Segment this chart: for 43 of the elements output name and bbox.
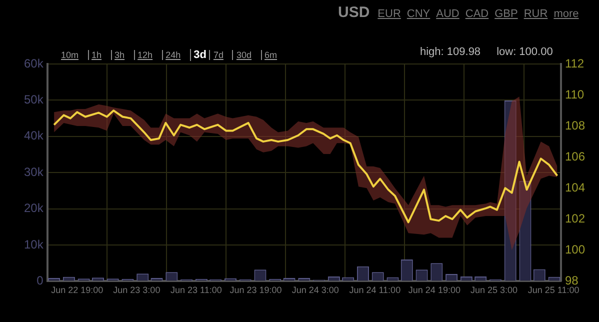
y2-tick-label: 108 [564,118,586,132]
text: more [554,8,579,20]
text: CNY [406,8,430,20]
text: RUR [524,8,548,20]
y2-tick-label: 104 [564,180,586,194]
x-tick-label: Jun 23 11:00 [170,285,222,296]
text: low: 100.00 [496,46,553,58]
text: 24h [162,50,184,60]
y-tick-label: 60k [24,56,44,70]
text: GBP [494,8,518,20]
text: 3d [190,49,210,61]
y2-tick-label: 100 [564,242,586,256]
text: 6m [260,50,280,60]
x-tick-label: Jun 24 11:00 [349,285,401,296]
x-tick-label: Jun 24 3:00 [292,285,339,296]
y-tick-label: 30k [24,164,44,179]
text: CAD [465,8,489,20]
text: 7d [209,50,226,60]
x-tick-label: Jun 23 19:00 [230,285,282,296]
text: 3h [110,50,128,60]
text: 12h [134,50,156,60]
text: 1h [88,50,105,60]
x-tick-label: Jun 22 19:00 [51,285,104,296]
y-tick-label: 0 [36,274,44,288]
y-tick-label: 20k [24,201,44,216]
text: USD [338,4,370,21]
y-tick-label: 40k [24,128,44,143]
x-tick-label: Jun 25 3:00 [470,285,518,296]
text: 10m [60,50,80,60]
x-tick-label: Jun 25 11:00 [528,285,580,296]
text: 30d [232,50,254,60]
y2-tick-label: 102 [564,211,586,226]
text: AUD [436,8,460,20]
y2-tick-label: 98 [564,274,579,288]
x-tick-label: Jun 23 3:00 [113,285,160,296]
y-tick-label: 50k [24,92,44,107]
text: high: 109.98 [420,46,481,58]
text: EUR [378,8,401,20]
y2-tick-label: 110 [564,87,584,102]
x-tick-label: Jun 24 19:00 [408,285,460,296]
y2-tick-label: 112 [564,56,584,70]
y-tick-label: 10k [24,237,44,252]
y2-tick-label: 106 [564,149,586,164]
